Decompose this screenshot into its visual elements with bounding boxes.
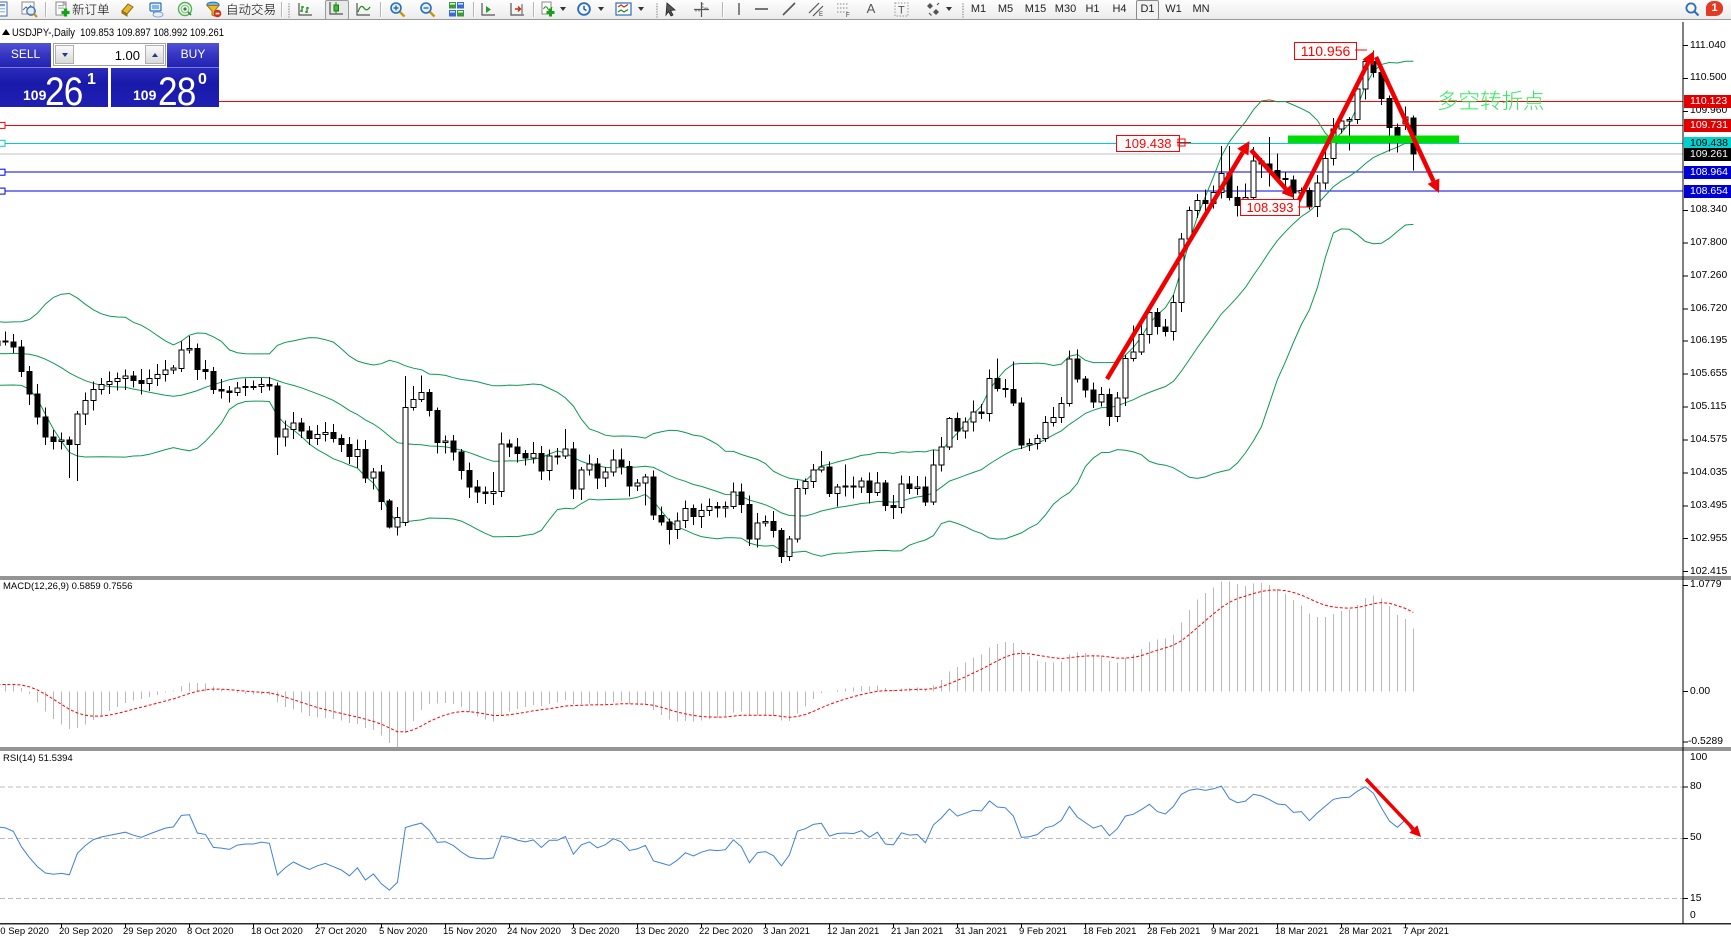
svg-text:T: T: [898, 5, 905, 17]
svg-text:E: E: [819, 12, 823, 18]
svg-text:F: F: [846, 13, 850, 18]
